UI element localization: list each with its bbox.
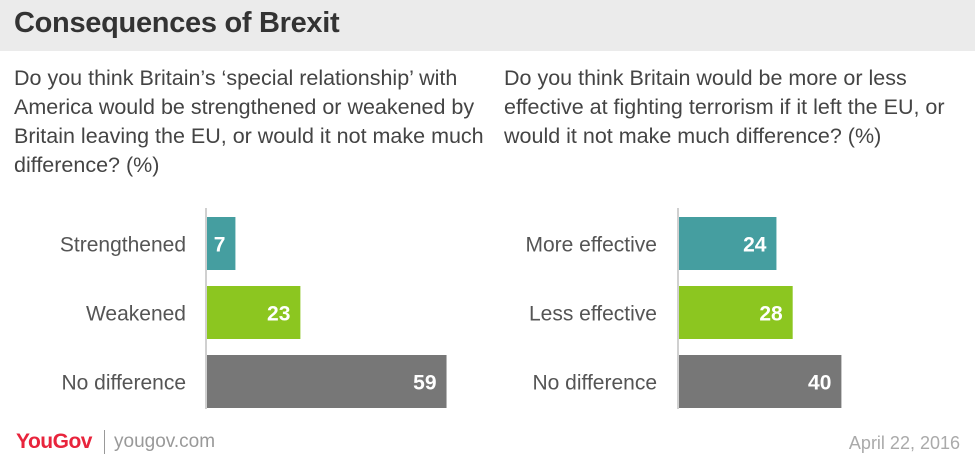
chart-1-bar-1 [679,286,793,339]
chart-1-category-label-1: Less effective [529,303,657,326]
chart-0-bar-2 [207,355,447,408]
chart-0-category-label-0: Strengthened [60,234,186,257]
question-right: Do you think Britain would be more or le… [504,66,945,148]
chart-1-category-label-0: More effective [525,234,657,257]
page-title: Consequences of Brexit [14,7,340,39]
footer-divider [104,430,105,454]
chart-0-bar-0 [207,217,236,270]
chart-1-value-label-1: 28 [759,303,783,326]
question-left: Do you think Britain’s ‘special relation… [14,66,484,177]
chart-1-bar-0 [679,217,777,270]
footer-date: April 22, 2016 [848,433,960,453]
chart-0-value-label-0: 7 [214,234,226,257]
yougov-logo: YouGov [16,430,92,453]
chart-0-category-label-2: No difference [61,372,186,395]
footer-url[interactable]: yougov.com [114,431,216,452]
chart-0-value-label-2: 59 [413,372,436,395]
chart-0-bar-1 [207,286,301,339]
header-bar: Consequences of Brexit [0,0,975,51]
chart-1-value-label-0: 24 [743,234,767,257]
chart-0-value-label-1: 23 [267,303,290,326]
chart-1-value-label-2: 40 [808,372,831,395]
chart-1-bar-2 [679,355,842,408]
chart-0-category-label-1: Weakened [86,303,186,326]
chart-1-category-label-2: No difference [532,372,657,395]
